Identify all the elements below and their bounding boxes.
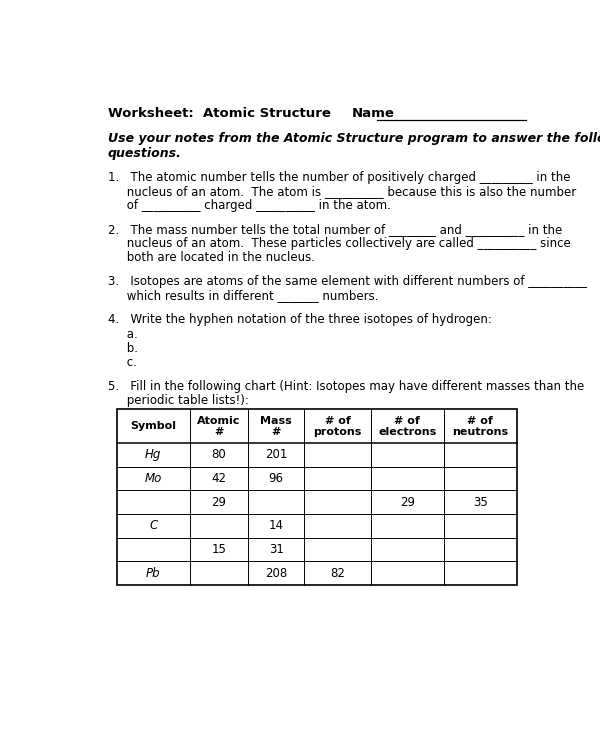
Text: 42: 42 (211, 472, 226, 485)
Text: 96: 96 (269, 472, 284, 485)
Text: Pb: Pb (146, 566, 161, 580)
Text: C: C (149, 519, 157, 532)
Text: 35: 35 (473, 496, 488, 509)
Text: Use your notes from the Atomic Structure program to answer the following: Use your notes from the Atomic Structure… (107, 132, 600, 145)
Text: # of
neutrons: # of neutrons (452, 415, 508, 437)
Text: periodic table lists!):: periodic table lists!): (107, 393, 248, 407)
Text: a.: a. (107, 328, 137, 341)
Text: which results in different _______ numbers.: which results in different _______ numbe… (107, 289, 378, 302)
Text: c.: c. (107, 356, 136, 369)
Text: both are located in the nucleus.: both are located in the nucleus. (107, 251, 314, 264)
Text: b.: b. (107, 342, 137, 355)
Text: Mo: Mo (145, 472, 162, 485)
Text: Hg: Hg (145, 448, 161, 461)
Text: Symbol: Symbol (130, 421, 176, 431)
Text: 29: 29 (211, 496, 226, 509)
Text: nucleus of an atom.  These particles collectively are called __________ since: nucleus of an atom. These particles coll… (107, 237, 570, 250)
Text: 82: 82 (330, 566, 345, 580)
Bar (117, 410, 517, 585)
Text: 4.   Write the hyphen notation of the three isotopes of hydrogen:: 4. Write the hyphen notation of the thre… (107, 312, 491, 326)
Text: 14: 14 (269, 519, 284, 532)
Text: 5.   Fill in the following chart (Hint: Isotopes may have different masses than : 5. Fill in the following chart (Hint: Is… (107, 380, 584, 393)
Text: questions.: questions. (107, 147, 181, 161)
Text: 80: 80 (212, 448, 226, 461)
Text: 29: 29 (400, 496, 415, 509)
Text: Mass
#: Mass # (260, 415, 292, 437)
Text: 1.   The atomic number tells the number of positively charged _________ in the: 1. The atomic number tells the number of… (107, 171, 570, 184)
Text: 31: 31 (269, 543, 284, 556)
Text: nucleus of an atom.  The atom is __________ because this is also the number: nucleus of an atom. The atom is ________… (107, 185, 576, 198)
Text: 2.   The mass number tells the total number of ________ and __________ in the: 2. The mass number tells the total numbe… (107, 223, 562, 236)
Text: Worksheet:  Atomic Structure: Worksheet: Atomic Structure (107, 107, 331, 120)
Text: 201: 201 (265, 448, 287, 461)
Text: 208: 208 (265, 566, 287, 580)
Text: 3.   Isotopes are atoms of the same element with different numbers of __________: 3. Isotopes are atoms of the same elemen… (107, 275, 587, 288)
Text: # of
electrons: # of electrons (378, 415, 436, 437)
Text: of __________ charged __________ in the atom.: of __________ charged __________ in the … (107, 199, 391, 212)
Text: # of
protons: # of protons (313, 415, 362, 437)
Text: Atomic
#: Atomic # (197, 415, 241, 437)
Text: Name: Name (352, 107, 395, 120)
Text: 15: 15 (211, 543, 226, 556)
